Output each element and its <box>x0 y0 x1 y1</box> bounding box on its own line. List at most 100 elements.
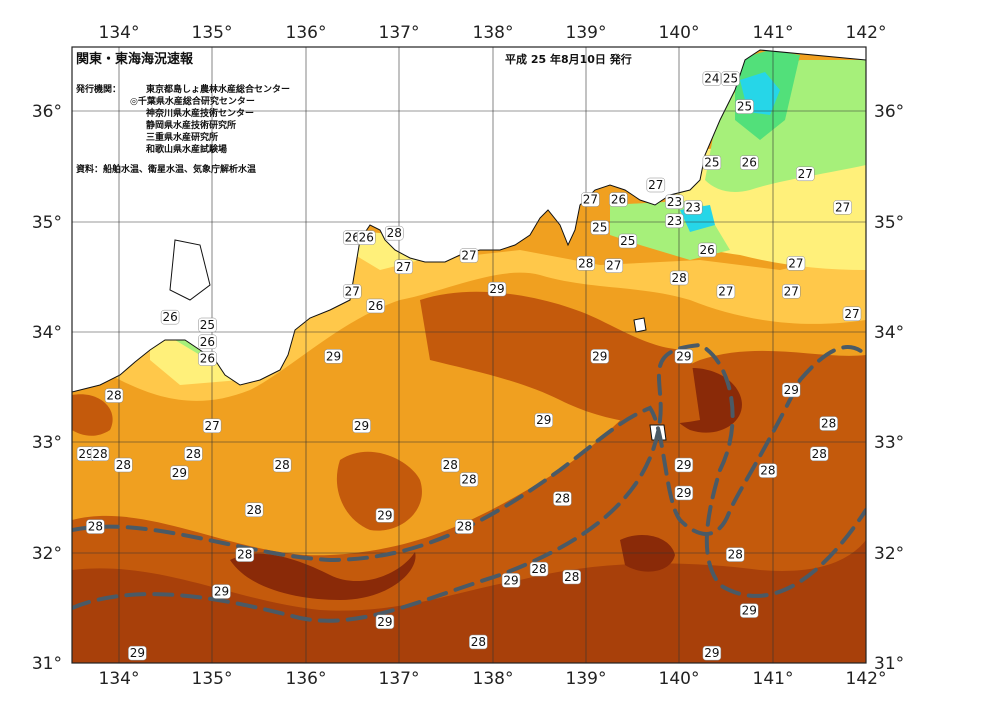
contour-label: 28 <box>186 447 201 461</box>
contour-label-bg <box>272 457 292 473</box>
contour-label: 28 <box>531 562 546 576</box>
contour-label: 28 <box>578 256 593 270</box>
contour-label: 28 <box>237 548 252 562</box>
lon-tick-top-138: 138° <box>473 23 514 43</box>
lat-tick-right-33: 33° <box>874 433 904 453</box>
issuer-4: 静岡県水産技術研究所 <box>146 119 236 131</box>
contour-label: 29 <box>354 419 369 433</box>
lon-tick-top-141: 141° <box>753 23 794 43</box>
contour-label-bg <box>394 259 413 275</box>
contour-label-bg <box>356 230 376 245</box>
contour-label: 27 <box>606 259 621 273</box>
contour-label: 27 <box>583 193 598 207</box>
contour-label: 29 <box>676 486 691 500</box>
contour-label-bg <box>786 256 806 271</box>
contour-label: 28 <box>106 389 121 403</box>
contour-label-bg <box>459 472 479 487</box>
contour-label-bg <box>819 416 838 431</box>
land <box>72 47 866 441</box>
contour-label: 28 <box>88 520 103 534</box>
contour-label-bg <box>469 634 488 650</box>
lat-tick-left-31: 31° <box>32 654 62 674</box>
contour-label: 26 <box>200 335 215 349</box>
contour-label-bg <box>170 465 189 481</box>
contour-label: 29 <box>676 458 691 472</box>
issuer-2: ◎千葉県水産総合研究センター <box>130 95 255 107</box>
contour-label: 25 <box>620 234 635 248</box>
contour-label-bg <box>160 309 180 325</box>
axis-ticks: 134° 135° 136° 137° 138° 139° 140° 141° … <box>32 23 904 689</box>
contour-label-bg <box>375 508 395 523</box>
contour-label-bg <box>758 463 778 478</box>
contour-label: 29 <box>489 282 504 296</box>
contour-label-bg <box>529 561 549 577</box>
contour-label: 25 <box>200 318 215 332</box>
map-header: 関東・東海海況速報 平成 25 年8月10日 発行 発行機関： 東京都島しょ農林… <box>75 51 632 175</box>
lat-tick-left-33: 33° <box>32 433 62 453</box>
contour-label-bg <box>609 192 628 207</box>
issuer-5: 三重県水産研究所 <box>146 131 218 143</box>
contour-label: 28 <box>672 271 687 285</box>
lat-tick-left-34: 34° <box>32 323 62 343</box>
contour-label: 29 <box>377 615 392 629</box>
contour-label: 26 <box>200 352 215 366</box>
contour-label-bg <box>833 200 852 215</box>
lon-tick-top-139: 139° <box>566 23 607 43</box>
kuroshio-outer-edge <box>72 342 866 623</box>
contour-label: 26 <box>611 193 626 207</box>
contour-label: 25 <box>592 221 607 235</box>
contour-label-bg <box>669 270 689 286</box>
contour-label-bg <box>665 194 684 210</box>
contour-label-bg <box>796 166 815 182</box>
lat-tick-right-32: 32° <box>874 544 904 564</box>
contour-label: 28 <box>387 226 402 240</box>
contour-label: 28 <box>555 492 570 506</box>
contour-label-bg <box>665 213 684 229</box>
contour-label: 29 <box>172 466 187 480</box>
contour-label-bg <box>352 418 371 434</box>
contour-label-bg <box>104 388 124 403</box>
lat-tick-right-36: 36° <box>874 102 904 122</box>
contour-label: 29 <box>784 383 799 397</box>
contour-label: 23 <box>667 214 682 228</box>
contour-label-bg <box>198 351 217 366</box>
contour-label: 29 <box>78 447 93 461</box>
contour-label-bg <box>455 519 474 534</box>
contour-label-bg <box>716 284 736 299</box>
contour-label: 26 <box>345 231 360 245</box>
contour-label: 27 <box>648 178 663 192</box>
issuer-label: 発行機関： <box>75 83 121 95</box>
contour-label-bg <box>534 412 553 428</box>
contour-label: 27 <box>784 284 799 298</box>
contour-label: 29 <box>503 573 518 587</box>
lat-tick-left-35: 35° <box>32 213 62 233</box>
contour-label: 25 <box>723 72 738 86</box>
contour-label: 27 <box>835 200 850 214</box>
contour-label-bg <box>385 225 404 241</box>
contour-label: 28 <box>443 458 458 472</box>
contour-label: 26 <box>359 231 374 245</box>
contour-label: 27 <box>798 167 813 181</box>
lon-tick-top-134: 134° <box>99 23 140 43</box>
awaji-island <box>169 239 211 301</box>
contour-label: 26 <box>742 156 757 170</box>
plot-frame <box>71 46 867 664</box>
lon-tick-bottom-142: 142° <box>846 669 887 689</box>
contour-label-bg <box>202 418 222 434</box>
lat-tick-left-32: 32° <box>32 544 62 564</box>
lon-tick-top-140: 140° <box>659 23 700 43</box>
contour-label-bg <box>674 457 694 473</box>
lat-tick-left-36: 36° <box>32 102 62 122</box>
kuroshio-path <box>72 342 866 623</box>
contour-label-bg <box>375 614 395 630</box>
contour-label: 29 <box>676 349 691 363</box>
lon-tick-bottom-135: 135° <box>192 669 233 689</box>
contour-label: 27 <box>718 284 733 298</box>
contour-label-bg <box>184 446 203 462</box>
issuer-6: 和歌山県水産試験場 <box>145 143 227 155</box>
contour-label: 28 <box>92 447 107 461</box>
lon-tick-bottom-141: 141° <box>753 669 794 689</box>
contour-label-bg <box>735 99 754 114</box>
contour-label-bg <box>674 349 694 364</box>
